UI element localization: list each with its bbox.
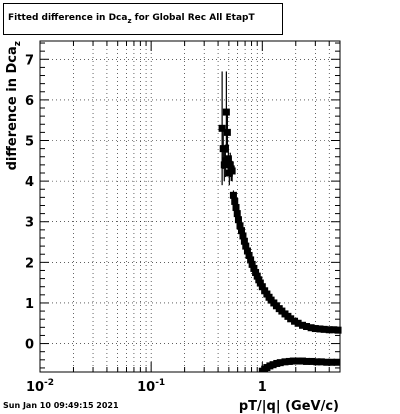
data-point (294, 357, 302, 365)
data-point (325, 326, 333, 334)
data-point (248, 260, 256, 268)
x-tick-label-base: 1 (258, 380, 267, 395)
y-axis-label-text: difference in Dca (5, 46, 20, 170)
plot-frame (39, 40, 341, 373)
data-point (316, 325, 324, 333)
y-axis-label-subscript: z (13, 41, 23, 46)
data-point (222, 108, 230, 116)
x-tick-label: 10-1 (137, 378, 165, 395)
x-tick-label-exponent: -1 (155, 378, 165, 388)
data-point (287, 315, 295, 323)
timestamp: Sun Jan 10 09:49:15 2021 (3, 401, 119, 410)
data-point (291, 317, 299, 325)
chart-title-box: Fitted difference in Dcaz for Global Rec… (3, 3, 283, 35)
data-point (242, 242, 250, 250)
data-point (313, 358, 321, 366)
chart-title: Fitted difference in Dcaz for Global Rec… (8, 13, 255, 25)
x-tick-label-base: 10 (26, 380, 44, 395)
data-point (250, 264, 258, 272)
x-tick-label: 1 (258, 380, 267, 395)
data-point (236, 222, 244, 230)
data-point (219, 145, 227, 153)
data-point (245, 251, 253, 259)
data-point (240, 237, 248, 245)
y-tick-label: 3 (25, 216, 34, 231)
data-point (320, 325, 328, 333)
data-point (233, 210, 241, 218)
y-tick-label: 2 (25, 256, 34, 271)
data-point (238, 227, 246, 235)
y-tick-label: 4 (25, 175, 34, 190)
data-point (253, 272, 261, 280)
data-point (229, 191, 237, 199)
data-point (226, 161, 234, 169)
chart-title-suffix: for Global Rec All EtapT (131, 13, 255, 24)
data-point (232, 204, 240, 212)
data-point (220, 161, 228, 169)
axis-ticks (39, 41, 341, 372)
data-point (285, 357, 293, 365)
data-points (218, 71, 342, 372)
data-point (334, 326, 342, 334)
data-point (333, 358, 341, 366)
data-point (258, 283, 266, 291)
data-point (307, 324, 315, 332)
data-point (330, 326, 338, 334)
data-point (299, 321, 307, 329)
y-tick-label: 5 (25, 135, 34, 150)
data-point (289, 357, 297, 365)
chart-title-prefix: Fitted difference in Dca (8, 13, 128, 24)
data-point (223, 128, 231, 136)
data-point (323, 358, 331, 366)
data-point (243, 247, 251, 255)
x-tick-label-base: 10 (137, 380, 155, 395)
data-point (239, 232, 247, 240)
data-point (281, 358, 289, 366)
data-point (276, 359, 284, 367)
data-point (294, 319, 302, 327)
data-point (234, 216, 242, 224)
y-tick-label: 7 (25, 53, 34, 68)
data-point (218, 124, 226, 132)
x-tick-label-exponent: -2 (44, 378, 54, 388)
data-point (269, 361, 277, 369)
chart-title-subscript: z (127, 16, 132, 25)
data-point (252, 268, 260, 276)
data-point (308, 357, 316, 365)
data-point (303, 323, 311, 331)
y-tick-label: 1 (25, 297, 34, 312)
data-point (311, 325, 319, 333)
data-point (228, 167, 236, 175)
data-point (224, 155, 232, 163)
y-tick-label: 6 (25, 94, 34, 109)
data-point (231, 197, 239, 205)
data-point (256, 279, 264, 287)
data-point (247, 256, 255, 264)
data-point (328, 358, 336, 366)
data-point (299, 357, 307, 365)
x-tick-label: 10-2 (26, 378, 54, 395)
data-point (317, 358, 325, 366)
y-axis-label: difference in Dcaz (5, 41, 23, 170)
x-axis-label: pT/|q| (GeV/c) (239, 399, 339, 414)
y-tick-label: 0 (25, 338, 34, 353)
data-point (303, 357, 311, 365)
